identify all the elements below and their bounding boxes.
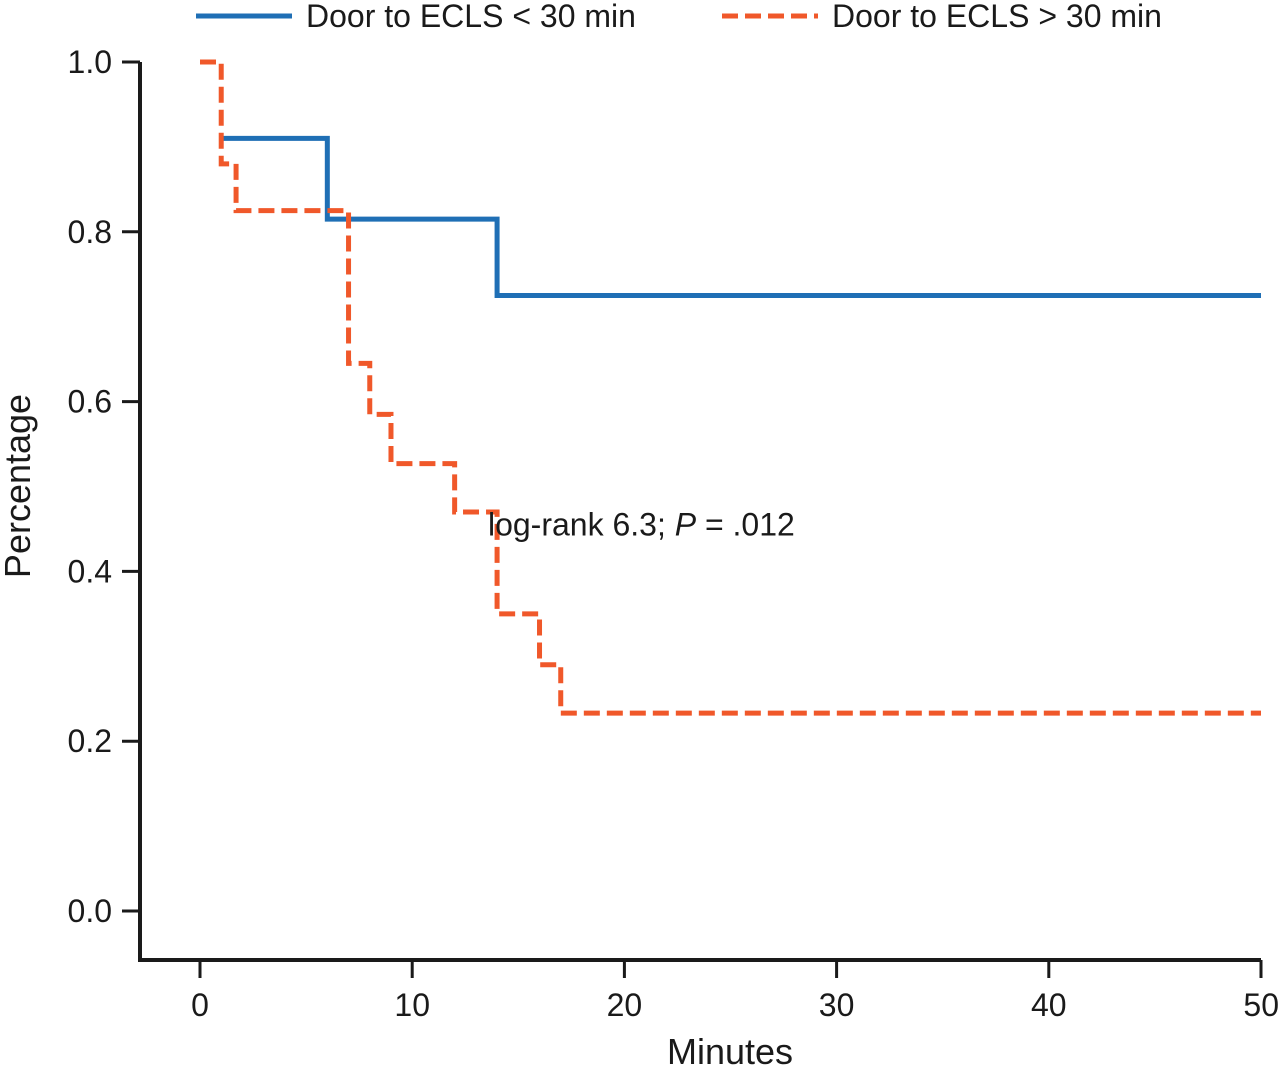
x-tick-label: 20 bbox=[607, 987, 643, 1023]
axis-frame bbox=[138, 62, 1261, 962]
x-tick-label: 10 bbox=[394, 987, 430, 1023]
log-rank-annotation: log-rank 6.3; P = .012 bbox=[488, 507, 795, 543]
legend-label-under-30: Door to ECLS < 30 min bbox=[306, 0, 636, 34]
x-tick-label: 0 bbox=[191, 987, 209, 1023]
legend-label-over-30: Door to ECLS > 30 min bbox=[832, 0, 1162, 34]
axes: 0 10 20 30 40 50 0.0 0.2 0.4 0.6 0.8 1.0 bbox=[68, 44, 1279, 1023]
y-axis-ticks: 0.0 0.2 0.4 0.6 0.8 1.0 bbox=[68, 44, 140, 929]
y-tick-label: 0.0 bbox=[68, 893, 112, 929]
series-curves bbox=[200, 59, 1261, 716]
x-tick-label: 30 bbox=[819, 987, 855, 1023]
x-axis-ticks: 0 10 20 30 40 50 bbox=[191, 960, 1279, 1023]
annotation-prefix: log-rank 6.3; bbox=[488, 507, 675, 543]
y-tick-label: 0.6 bbox=[68, 384, 112, 420]
y-tick-label: 0.8 bbox=[68, 214, 112, 250]
series-over-30-curve bbox=[200, 59, 1261, 716]
annotation-p-value: = .012 bbox=[696, 507, 795, 543]
y-tick-label: 0.4 bbox=[68, 553, 112, 589]
series-under-30-curve bbox=[221, 135, 1261, 298]
y-axis-title: Percentage bbox=[0, 394, 38, 578]
x-axis-title: Minutes bbox=[667, 1031, 793, 1067]
x-tick-label: 50 bbox=[1243, 987, 1279, 1023]
y-tick-label: 1.0 bbox=[68, 44, 112, 80]
y-tick-label: 0.2 bbox=[68, 723, 112, 759]
x-tick-label: 40 bbox=[1031, 987, 1067, 1023]
legend: Door to ECLS < 30 min Door to ECLS > 30 … bbox=[196, 0, 1162, 34]
annotation-p-symbol: P bbox=[675, 507, 697, 543]
